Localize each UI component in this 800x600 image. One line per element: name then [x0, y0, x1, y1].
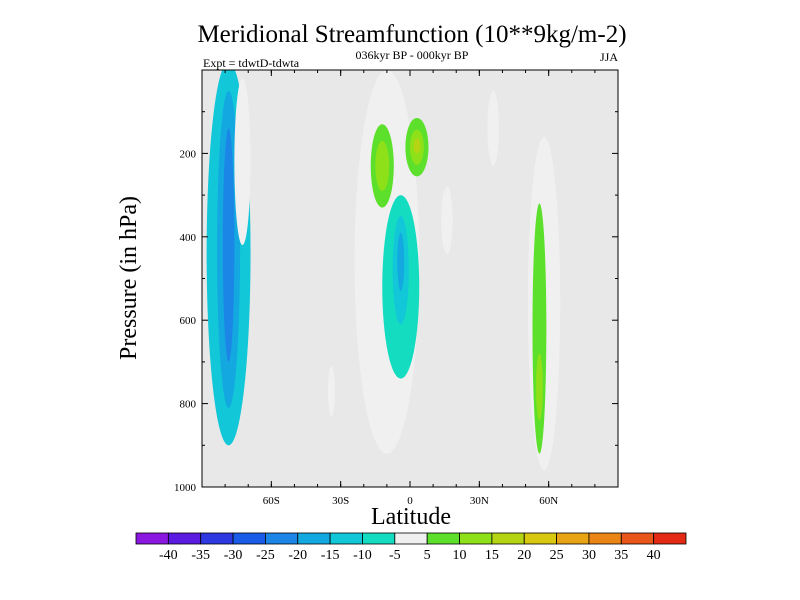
colorbar-swatch	[265, 532, 299, 545]
colorbar-swatch	[426, 532, 460, 545]
colorbar-swatch	[200, 532, 234, 545]
experiment-label: Expt = tdwtD-tdwta	[203, 56, 300, 70]
colorbar-swatch	[620, 532, 655, 545]
colorbar-label: -40	[159, 548, 178, 563]
x-axis-label: Latitude	[371, 504, 451, 530]
colorbar-label: 35	[614, 548, 628, 563]
colorbar-label: 15	[485, 548, 499, 563]
colorbar-swatch	[297, 532, 331, 545]
colorbar-label: -25	[256, 548, 275, 563]
y-tick-label: 200	[180, 148, 197, 160]
axis-ticks: 60S 30S 0 30N 60N 200 400 600 800 1000	[174, 70, 618, 507]
chart-title: Meridional Streamfunction (10**9kg/m-2)	[197, 21, 626, 48]
colorbar-label: -35	[191, 548, 210, 563]
colorbar-label: 5	[424, 548, 431, 563]
contour-northern-positive-inner	[535, 353, 543, 421]
colorbar-label: 20	[517, 548, 531, 563]
contour-northern-positive-core	[532, 203, 547, 454]
x-tick-label: 30S	[332, 495, 349, 507]
contour-equatorial-negative-inner	[397, 232, 405, 292]
contour-layer	[206, 70, 561, 471]
colorbar-swatch	[232, 532, 266, 545]
x-tick-label: 60S	[263, 495, 280, 507]
colorbar-label: 10	[453, 548, 467, 563]
contour-southern-negative-inner	[222, 128, 235, 362]
y-tick-label: 600	[180, 315, 197, 327]
season-label: JJA	[600, 50, 618, 64]
y-axis-label: Pressure (in hPa)	[116, 196, 142, 360]
colorbar-swatch	[459, 532, 493, 545]
colorbar-label: 30	[582, 548, 596, 563]
colorbar-swatch	[491, 532, 525, 545]
colorbar-swatch	[394, 532, 428, 545]
y-tick-label: 800	[180, 399, 197, 411]
colorbar-label: -20	[288, 548, 307, 563]
contour-midlatitude-positive-blob	[441, 186, 453, 254]
chart-subtitle: 036kyr BP - 000kyr BP	[356, 48, 469, 62]
contour-tropical-positive-left-inner	[375, 140, 390, 191]
colorbar-swatch	[588, 532, 622, 545]
y-tick-label: 1000	[174, 482, 197, 494]
colorbar-label: 25	[550, 548, 564, 563]
x-tick-label: 60N	[539, 495, 558, 507]
colorbar-swatch	[167, 532, 202, 545]
colorbar-swatch	[329, 532, 363, 545]
colorbar-label: -10	[353, 548, 372, 563]
colorbar-label: -5	[389, 548, 401, 563]
contour-subtropical-positive-blob	[487, 90, 499, 166]
contour-southern-positive-edge	[234, 78, 251, 246]
colorbar-swatch	[135, 532, 169, 545]
colorbar-swatch	[523, 532, 557, 545]
colorbar-swatch	[556, 532, 590, 545]
contour-lower-positive-blob	[327, 366, 335, 417]
x-tick-label: 30N	[470, 495, 489, 507]
y-tick-label: 400	[180, 232, 197, 244]
colorbar-swatch	[653, 532, 687, 545]
colorbar-label: -30	[224, 548, 243, 563]
x-tick-label: 0	[407, 495, 413, 507]
contour-tropical-positive-right-max	[413, 138, 421, 154]
colorbar-label: -15	[321, 548, 340, 563]
colorbar: -40 -35 -30 -25 -20 -15 -10 -5 5 10 15 20 25 30 35 40	[135, 532, 687, 563]
colorbar-swatch	[362, 532, 396, 545]
colorbar-label: 40	[647, 548, 661, 563]
